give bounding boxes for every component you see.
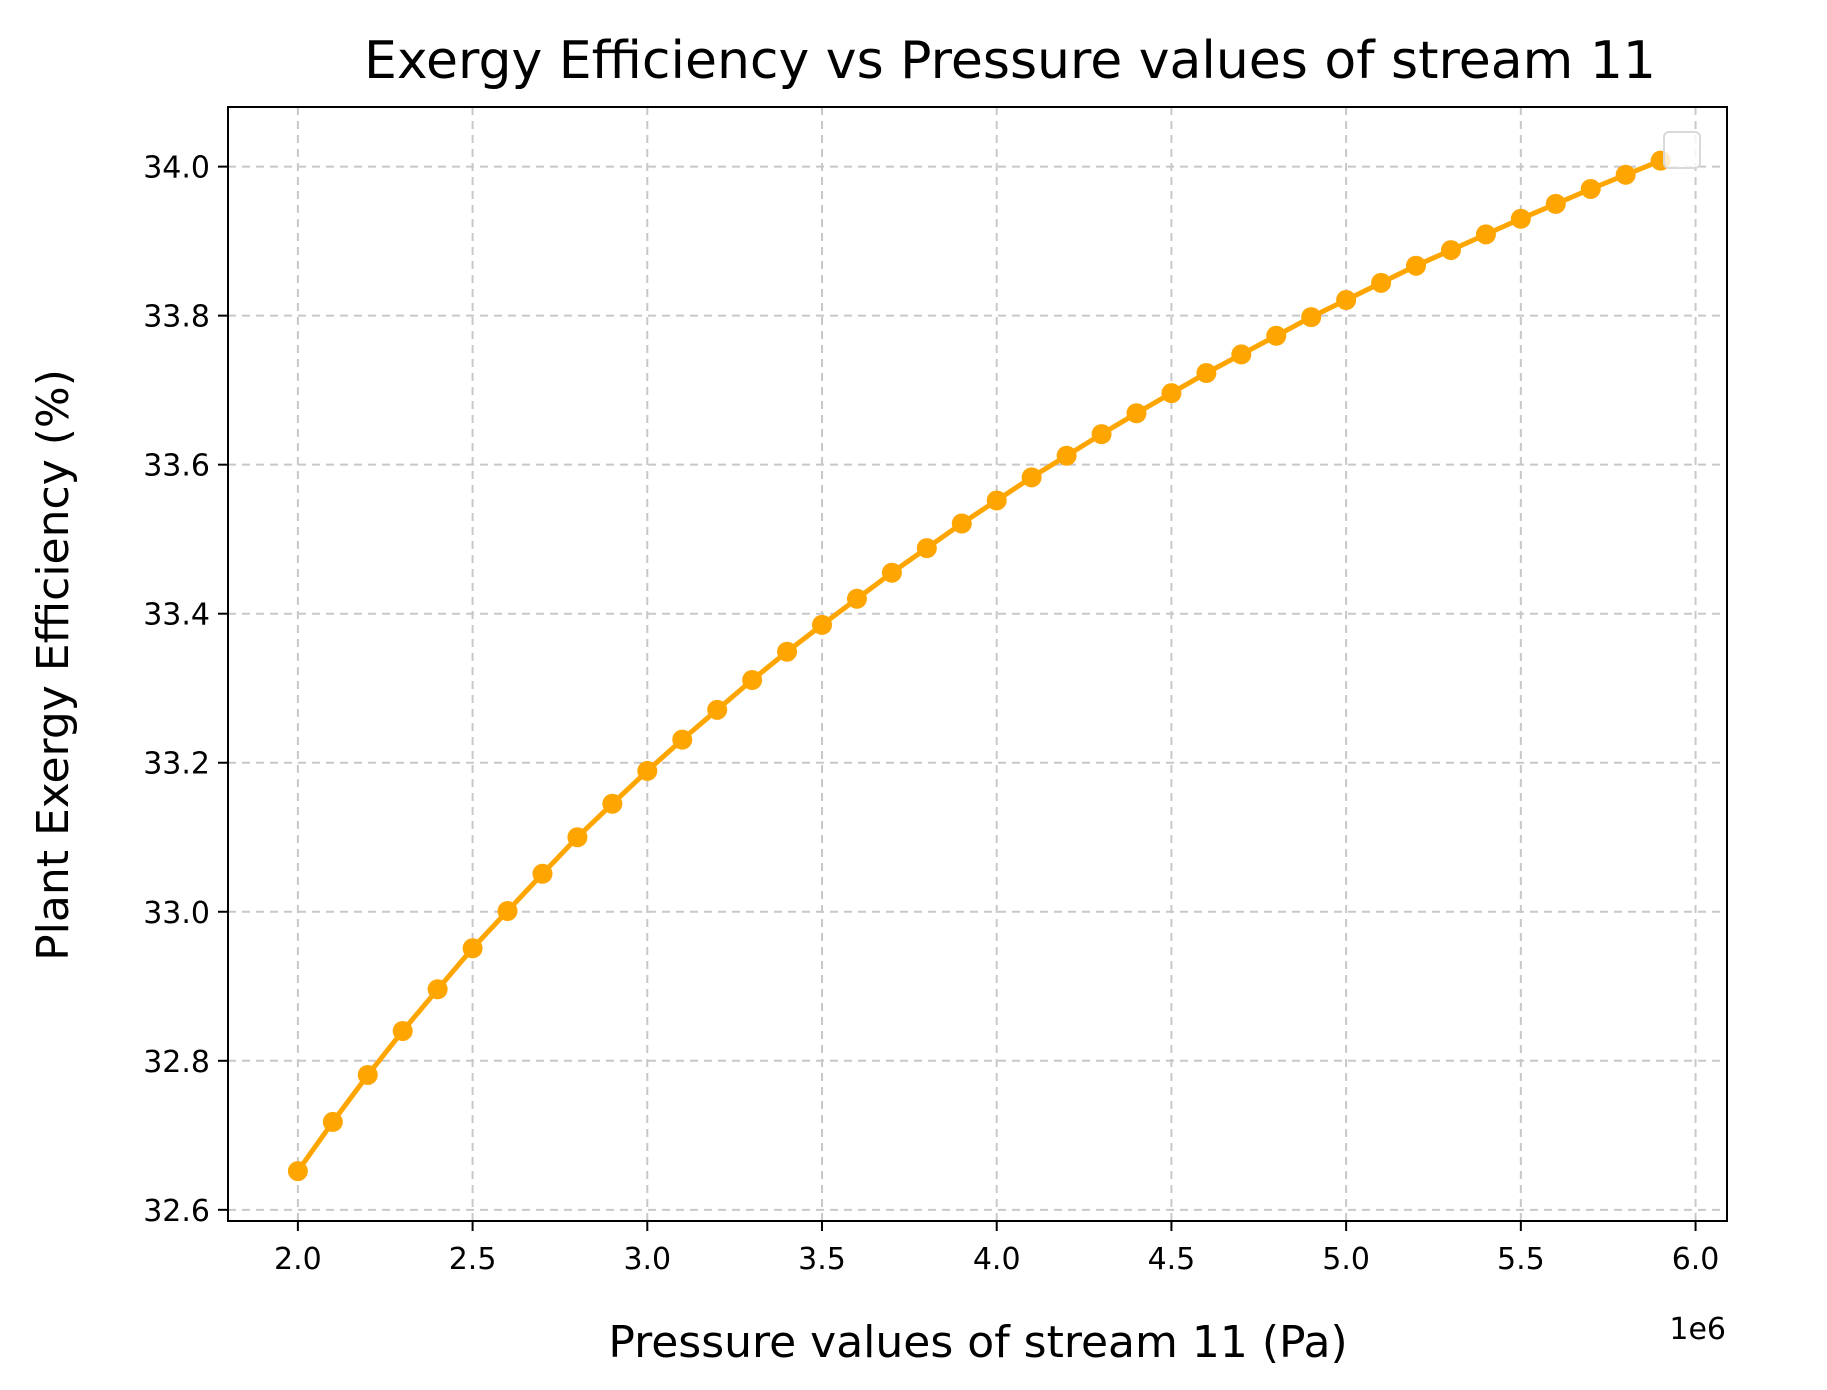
x-tick-label: 2.5 xyxy=(449,1242,497,1277)
y-tick-label: 33.8 xyxy=(143,300,210,335)
data-point xyxy=(1056,445,1077,466)
data-point xyxy=(1196,363,1217,384)
x-axis: 2.0 2.5 3.0 3.5 4.0 4.5 5.0 5.5 6.0 xyxy=(274,1221,1719,1277)
data-point xyxy=(462,938,483,959)
data-point xyxy=(672,729,693,750)
data-point xyxy=(322,1111,343,1132)
y-axis-title: Plant Exergy Efficiency (%) xyxy=(28,369,79,961)
data-point xyxy=(637,760,658,781)
data-point xyxy=(742,670,763,691)
legend-box xyxy=(1663,131,1701,169)
chart-title: Exergy Efficiency vs Pressure values of … xyxy=(364,31,1656,91)
data-point xyxy=(1406,255,1427,276)
data-point xyxy=(812,614,833,635)
y-tick-label: 32.6 xyxy=(143,1194,210,1229)
data-point xyxy=(427,979,448,1000)
data-point xyxy=(846,588,867,609)
data-point xyxy=(951,513,972,534)
plot-frame xyxy=(227,106,1728,1222)
x-tick-label: 6.0 xyxy=(1672,1242,1720,1277)
data-point xyxy=(1440,240,1461,261)
data-point xyxy=(1510,208,1531,229)
data-point xyxy=(986,490,1007,511)
y-axis: 32.6 32.8 33.0 33.2 33.4 33.6 33.8 34.0 xyxy=(143,151,228,1229)
series-layer xyxy=(287,150,1671,1182)
data-point xyxy=(602,793,623,814)
data-point xyxy=(1475,224,1496,245)
data-point xyxy=(1301,307,1322,328)
y-tick-label: 34.0 xyxy=(143,151,210,186)
data-point xyxy=(567,827,588,848)
data-point xyxy=(1615,164,1636,185)
data-point xyxy=(1231,344,1252,365)
plot-area xyxy=(227,106,1728,1222)
data-point xyxy=(357,1064,378,1085)
y-tick-label: 33.0 xyxy=(143,896,210,931)
x-axis-offset-label: 1e6 xyxy=(1669,1312,1726,1347)
data-point xyxy=(1126,403,1147,424)
data-point xyxy=(1021,467,1042,488)
x-tick-label: 2.0 xyxy=(274,1242,322,1277)
x-tick-label: 3.0 xyxy=(623,1242,671,1277)
data-point xyxy=(1336,289,1357,310)
x-axis-title: Pressure values of stream 11 (Pa) xyxy=(608,1317,1347,1368)
data-point xyxy=(1580,178,1601,199)
data-point xyxy=(777,641,798,662)
data-point xyxy=(707,699,728,720)
x-tick-label: 5.5 xyxy=(1497,1242,1545,1277)
data-point xyxy=(497,901,518,922)
grid xyxy=(228,107,1727,1221)
x-tick-label: 4.5 xyxy=(1148,1242,1196,1277)
x-tick-label: 3.5 xyxy=(798,1242,846,1277)
data-point xyxy=(1545,193,1566,214)
y-tick-label: 33.4 xyxy=(143,598,210,633)
x-tick-label: 4.0 xyxy=(973,1242,1021,1277)
data-point xyxy=(881,562,902,583)
data-point xyxy=(1371,272,1392,293)
data-point xyxy=(1161,383,1182,404)
data-point xyxy=(916,538,937,559)
x-tick-label: 5.0 xyxy=(1322,1242,1370,1277)
data-point xyxy=(532,863,553,884)
y-tick-label: 32.8 xyxy=(143,1045,210,1080)
data-point xyxy=(1091,424,1112,445)
data-point xyxy=(287,1161,308,1182)
data-point xyxy=(392,1020,413,1041)
y-tick-label: 33.6 xyxy=(143,449,210,484)
data-point xyxy=(1266,325,1287,346)
y-tick-label: 33.2 xyxy=(143,747,210,782)
series-line xyxy=(295,158,1662,1173)
